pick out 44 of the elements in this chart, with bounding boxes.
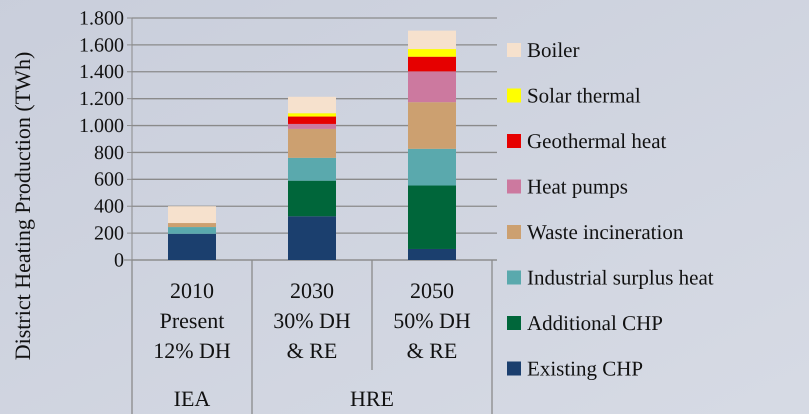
bar [288, 216, 336, 260]
legend-label: Existing CHP [527, 356, 644, 380]
bar [288, 180, 336, 216]
legend-label: Waste incineration [527, 220, 684, 244]
bar [408, 71, 456, 102]
y-tick-label: 600 [94, 168, 124, 191]
bar [168, 227, 216, 234]
bar [408, 49, 456, 57]
legend-label: Geothermal heat [527, 129, 667, 153]
y-tick-label: 400 [94, 196, 124, 218]
bar [408, 56, 456, 72]
legend-label: Additional CHP [527, 311, 663, 335]
bar [288, 128, 336, 158]
legend-label: Solar thermal [527, 84, 641, 108]
bar [288, 124, 336, 129]
legend-label: Industrial surplus heat [527, 266, 714, 290]
y-tick-label: 1.800 [79, 7, 124, 30]
bar [408, 30, 456, 50]
bar [408, 102, 456, 149]
text: IEA [174, 386, 210, 411]
bar [288, 116, 336, 124]
bar [288, 113, 336, 117]
y-tick-label: 1.400 [79, 61, 124, 84]
y-tick-label: 1.600 [79, 34, 124, 56]
legend-label: Boiler [527, 38, 580, 62]
bar [408, 248, 456, 260]
y-tick-label: 1.000 [79, 114, 124, 137]
text: HRE [350, 386, 394, 411]
x-tick-label: 2050 50% DH & RE [393, 278, 471, 363]
y-tick-label: 800 [94, 142, 124, 164]
bar [408, 148, 456, 186]
bar [168, 223, 216, 228]
bar [408, 186, 456, 249]
y-tick-label: 0 [114, 249, 124, 272]
x-tick-label: 2010 Present 12% DH [153, 278, 231, 363]
legend-label: Heat pumps [527, 174, 628, 198]
x-tick-label: 2030 30% DH & RE [273, 278, 351, 363]
bar [168, 234, 216, 260]
bar [168, 206, 216, 224]
y-axis-title: District Heating Production (TWh) [10, 52, 35, 360]
bar [288, 96, 336, 114]
bar [288, 158, 336, 181]
y-tick-label: 1.200 [79, 88, 124, 110]
y-tick-label: 200 [94, 222, 124, 245]
